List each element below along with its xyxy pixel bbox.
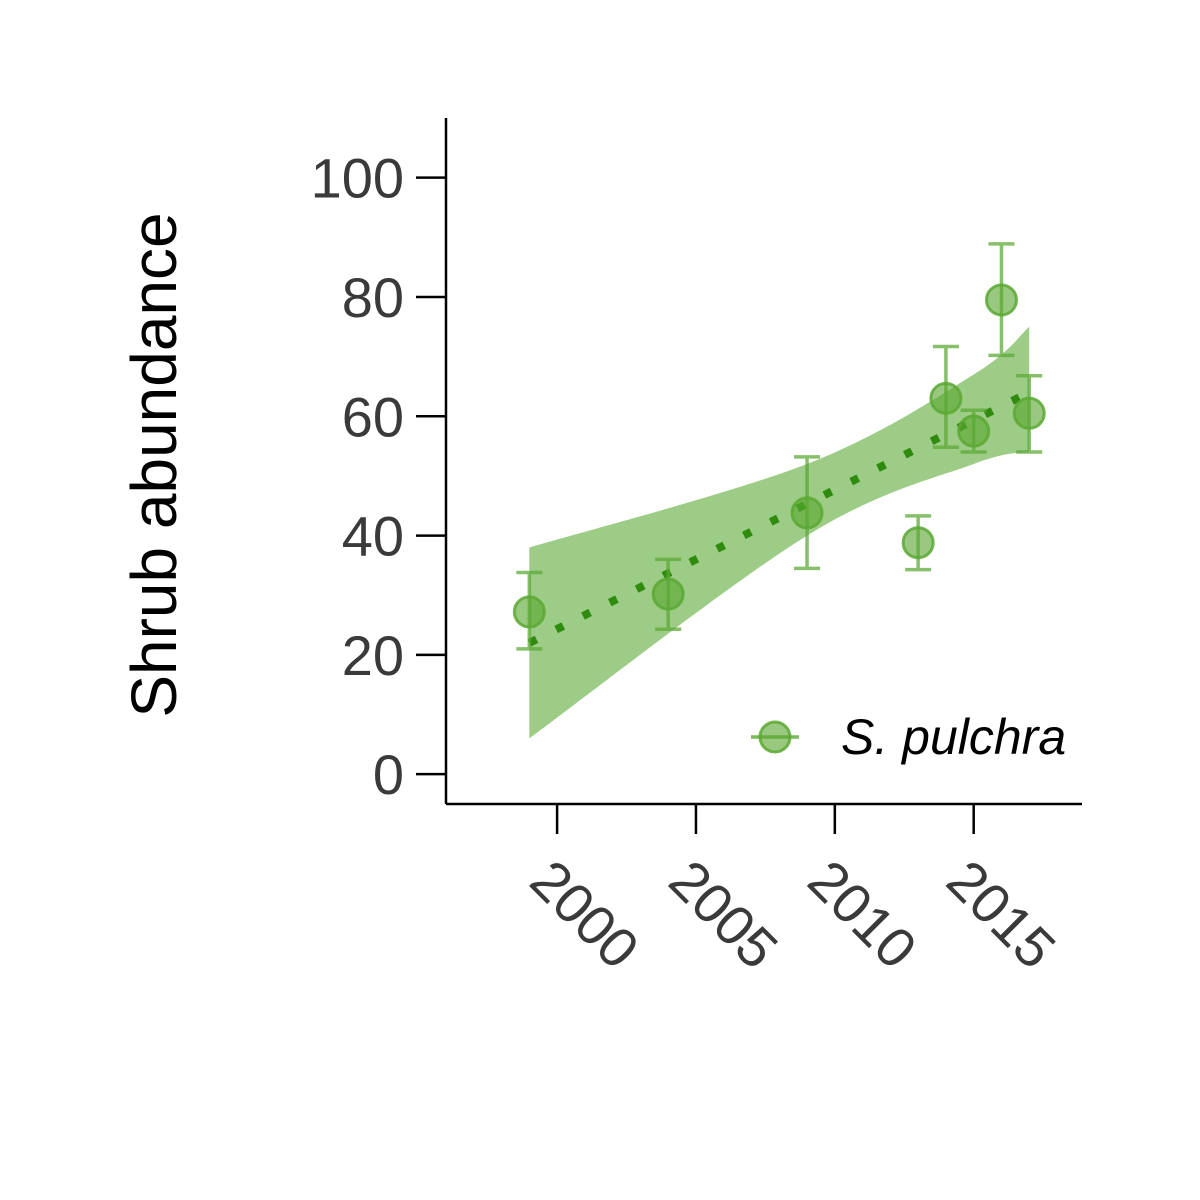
x-tick-label: 2005 <box>657 848 790 981</box>
data-point <box>651 577 685 611</box>
data-point <box>512 595 546 629</box>
x-tick-label: 2010 <box>796 848 929 981</box>
y-tick-label: 100 <box>311 147 404 210</box>
axes: 0 20 40 60 80 100 2000 2005 2010 2015 Shrub abunda… <box>118 118 1082 981</box>
legend-label: S. pulchra <box>841 709 1066 765</box>
y-tick-label: 0 <box>373 743 404 806</box>
data-point-layer <box>512 283 1046 629</box>
y-tick-label: 40 <box>342 505 404 568</box>
data-point <box>790 496 824 530</box>
x-tick-label: 2000 <box>519 848 652 981</box>
data-point <box>901 526 935 560</box>
data-point <box>984 283 1018 317</box>
x-tick-label: 2015 <box>935 848 1068 981</box>
y-tick-label: 60 <box>342 385 404 448</box>
confidence-band <box>529 326 1030 739</box>
trend-line <box>527 388 1032 647</box>
legend-marker <box>758 720 792 754</box>
legend: S. pulchra <box>751 709 1066 765</box>
y-tick-label: 80 <box>342 266 404 329</box>
data-point <box>929 381 963 415</box>
y-axis-title: Shrub abundance <box>118 212 190 717</box>
data-point <box>1012 396 1046 430</box>
legend-item: S. pulchra <box>751 709 1066 765</box>
trend-line-layer <box>527 388 1032 647</box>
confidence-band-layer <box>529 326 1030 739</box>
data-point <box>957 414 991 448</box>
y-tick-label: 20 <box>342 624 404 687</box>
